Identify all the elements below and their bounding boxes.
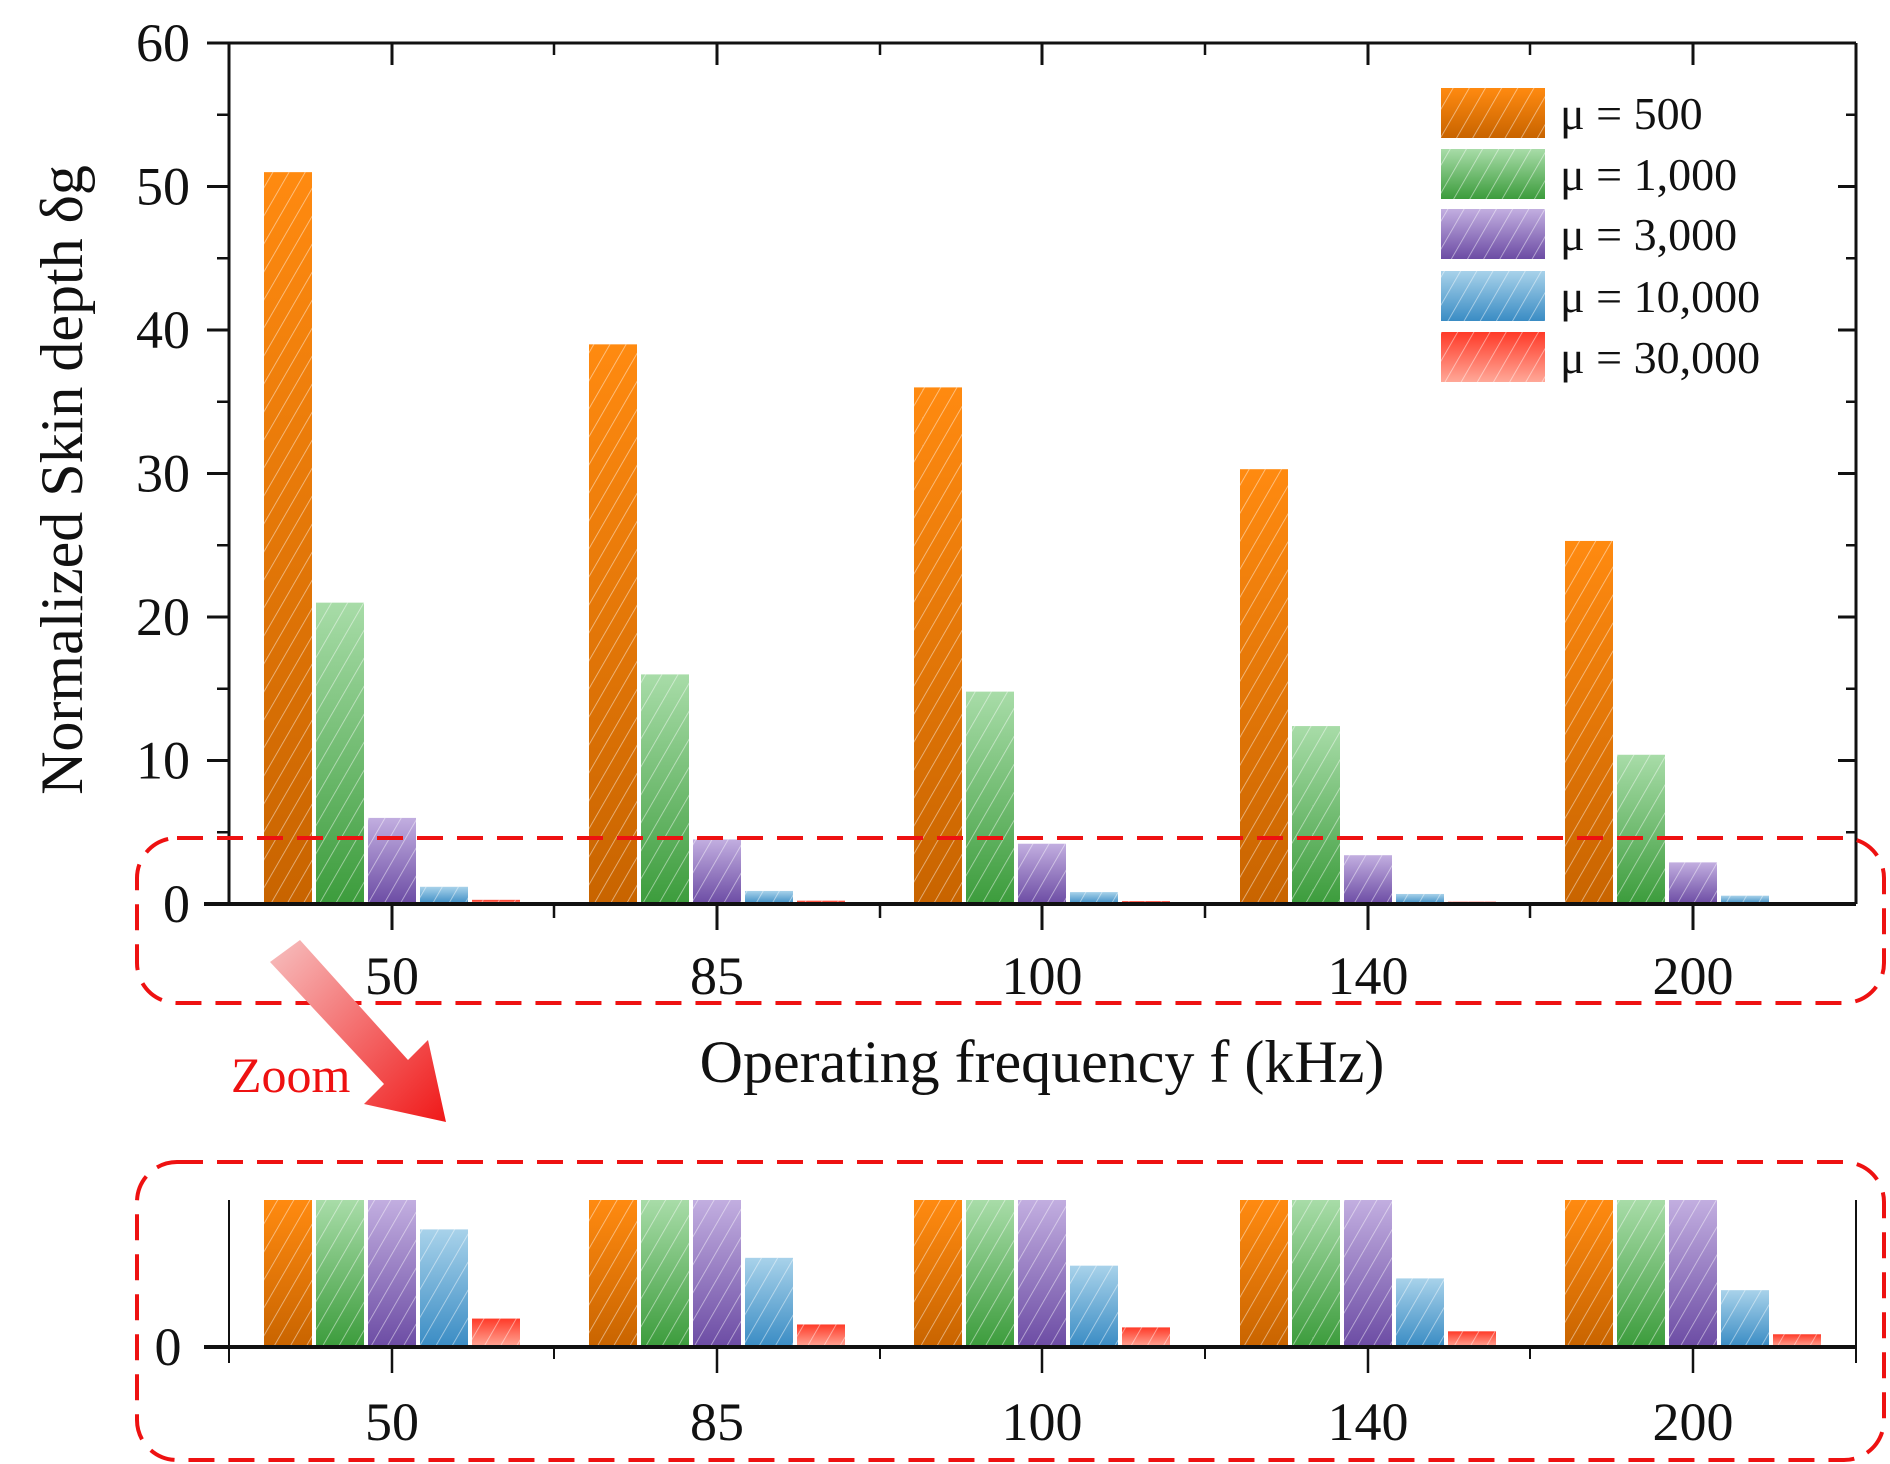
inset-bar-hatch [693,1200,741,1347]
legend-swatch-hatch [1441,271,1545,321]
y-tick-label: 20 [136,587,190,647]
inset-bar-hatch [1292,1200,1340,1347]
inset-x-tick-label: 85 [690,1392,744,1452]
inset-bar-hatch [1070,1265,1118,1347]
inset-x-tick-label: 140 [1328,1392,1409,1452]
bar-hatch [1565,540,1613,904]
bar-hatch [589,344,637,905]
bar-hatch [1396,893,1444,904]
y-tick-label: 10 [136,731,190,791]
inset-bar-hatch [316,1200,364,1347]
bar-hatch [1721,895,1769,904]
y-tick-label: 0 [163,874,190,934]
zoom-label: Zoom [231,1047,351,1103]
inset-bar-hatch [1122,1327,1170,1347]
y-tick-label: 50 [136,157,190,217]
legend: μ = 500 μ = 1,000 μ = 3,000 μ = 10,000 μ = 3… [1441,88,1760,383]
x-tick-label: 200 [1653,946,1734,1006]
bar-hatch [1617,754,1665,904]
y-tick-label: 60 [136,13,190,73]
inset-bar-hatch [1240,1200,1288,1347]
legend-swatch-hatch [1441,209,1545,259]
legend-label-0: μ = 500 [1560,88,1703,139]
inset-box [135,1160,1886,1462]
zoom-arrow-icon [270,940,446,1122]
bar-hatch [1292,726,1340,904]
bar-hatch [693,839,741,904]
inset-bar-hatch [1565,1200,1613,1347]
inset-x-tick-label: 200 [1653,1392,1734,1452]
zoom-region-box [135,836,1886,1005]
bar-hatch [420,886,468,904]
bar-hatch [1344,855,1392,904]
inset-bar-hatch [1721,1290,1769,1347]
inset-bar-hatch [1448,1331,1496,1347]
bar-hatch [1669,862,1717,904]
bar-hatch [368,817,416,904]
bar-hatch [264,172,312,904]
inset-bar-hatch [1396,1278,1444,1347]
inset-bar-hatch [264,1200,312,1347]
inset-bar-hatch [1773,1334,1821,1347]
y-tick-label: 30 [136,444,190,504]
inset-bar-hatch [368,1200,416,1347]
legend-label-3: μ = 10,000 [1560,271,1760,322]
legend-swatch-hatch [1441,149,1545,199]
inset-bar-hatch [589,1200,637,1347]
inset-bar-hatch [966,1200,1014,1347]
y-tick-label: 40 [136,300,190,360]
inset-bar-hatch [797,1324,845,1347]
legend-label-1: μ = 1,000 [1560,149,1737,200]
inset-bar-hatch [472,1318,520,1347]
inset-bar-hatch [914,1200,962,1347]
main-bars [264,172,1821,905]
inset-bar-hatch [1018,1200,1066,1347]
labels: 0 10 20 30 40 50 60 50 50 85 85 100 100 140 140 200 200 0… [29,13,1734,1452]
x-axis-label: Operating frequency f (kHz) [700,1029,1385,1095]
bar-hatch [641,674,689,904]
legend-label-4: μ = 30,000 [1560,332,1760,383]
inset-bar-hatch [641,1200,689,1347]
bar-hatch [745,890,793,904]
bar-hatch [1070,892,1118,904]
x-tick-label: 50 [365,946,419,1006]
axes [204,41,1858,1373]
inset-bars [264,1200,1821,1347]
x-tick-label: 100 [1002,946,1083,1006]
bar-hatch [316,602,364,904]
inset-y-tick-label: 0 [155,1317,182,1377]
inset-x-tick-label: 50 [365,1392,419,1452]
inset-x-tick-label: 100 [1002,1392,1083,1452]
inset-bar-hatch [1344,1200,1392,1347]
bar-hatch [472,899,520,904]
inset-bar-hatch [1669,1200,1717,1347]
bar-hatch [966,691,1014,904]
inset-bar-hatch [420,1229,468,1347]
x-tick-label: 85 [690,946,744,1006]
inset-bar-hatch [745,1257,793,1347]
bar-hatch [1018,843,1066,904]
inset-bar-hatch [1617,1200,1665,1347]
x-tick-label: 140 [1328,946,1409,1006]
bar-hatch [914,387,962,904]
legend-swatch-hatch [1441,332,1545,382]
y-axis-label: Normalized Skin depth δg [29,165,95,795]
legend-label-2: μ = 3,000 [1560,209,1737,260]
legend-swatch-hatch [1441,88,1545,138]
zoom-annotation: Zoom [135,836,1886,1462]
bar-hatch [1240,469,1288,904]
